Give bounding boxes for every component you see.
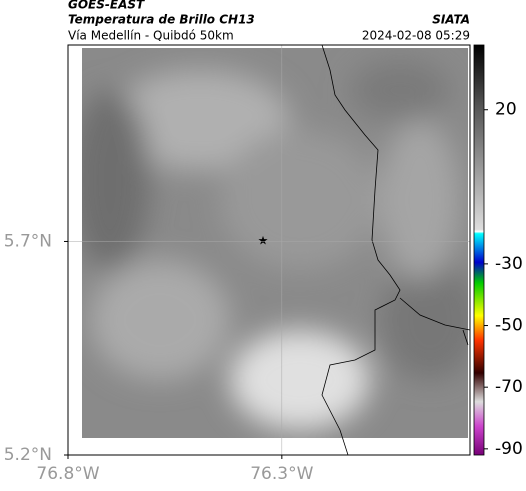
y-tick-label: 5.7°N	[4, 231, 52, 251]
subtitle: Temperatura de Brillo CH13	[68, 13, 255, 27]
colorbar-tick-label: -70	[495, 377, 523, 397]
route: Vía Medellín - Quibdó 50km	[68, 29, 234, 43]
border	[321, 44, 401, 456]
colorbar-tick-label: 20	[495, 100, 517, 120]
colorbar-tick-label: -50	[495, 316, 523, 336]
source: SIATA	[432, 13, 470, 27]
x-tick-label: 76.8°W	[36, 464, 99, 484]
colorbar-tick-label: -30	[495, 254, 523, 274]
x-tick-label: 76.3°W	[250, 464, 313, 484]
colorbar	[473, 44, 485, 456]
border	[462, 329, 469, 346]
imagery	[82, 48, 468, 438]
y-tick-label: 5.2°N	[4, 445, 52, 465]
title: GOES-EAST	[68, 0, 145, 12]
border	[399, 297, 471, 331]
map-frame	[67, 44, 471, 456]
colorbar-tick-label: -90	[495, 439, 523, 459]
location-marker: ★	[258, 234, 269, 248]
timestamp: 2024-02-08 05:29	[362, 29, 470, 43]
